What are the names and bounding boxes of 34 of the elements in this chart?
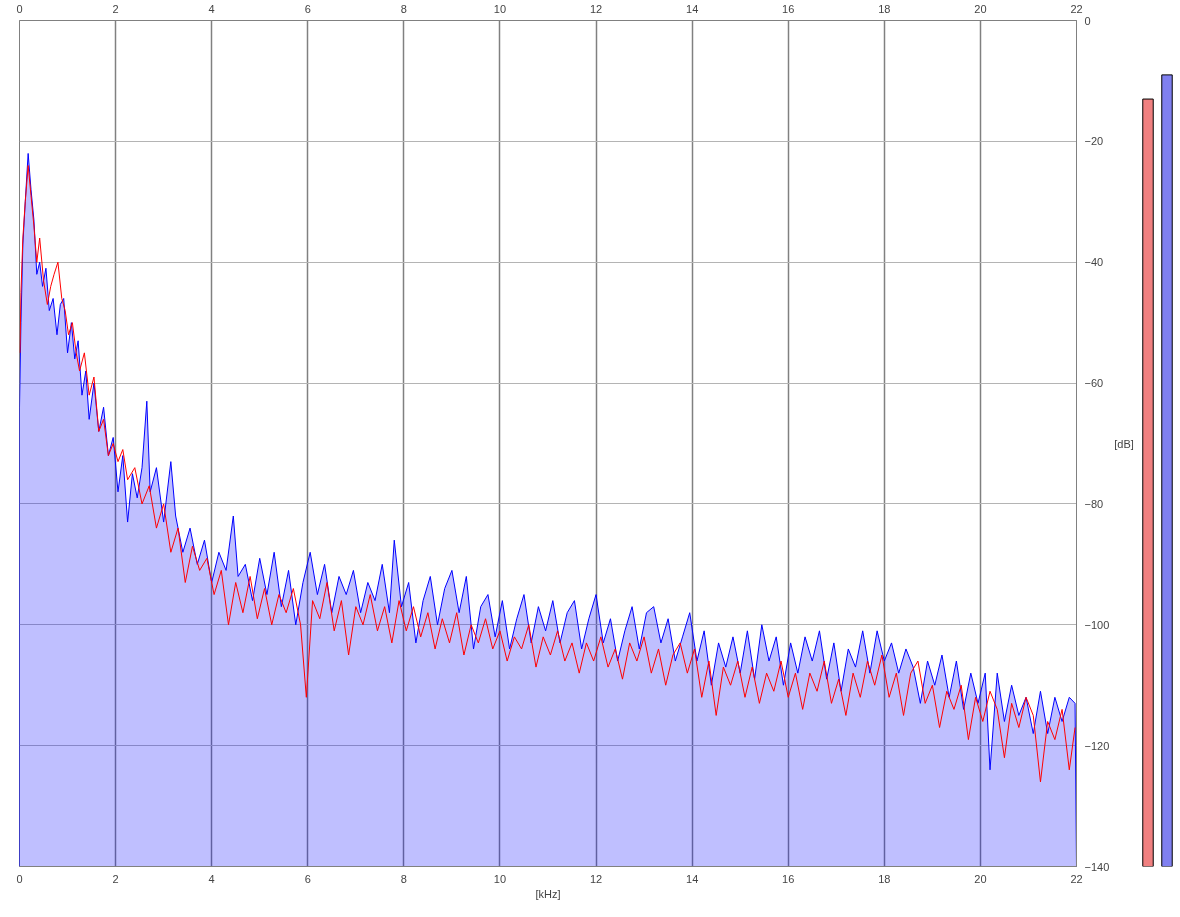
x2-tick-label: 2 bbox=[112, 872, 119, 885]
y-tick-label: −100 bbox=[1084, 618, 1110, 631]
x-tick-label: 4 bbox=[208, 2, 215, 15]
y-tick-label: 0 bbox=[1084, 14, 1091, 27]
x-tick-label: 10 bbox=[493, 2, 507, 15]
x-tick-label: 8 bbox=[400, 2, 407, 15]
y-axis-title: [dB] bbox=[1114, 437, 1134, 450]
x-tick-label: 16 bbox=[782, 2, 795, 15]
x2-tick-label: 14 bbox=[686, 872, 699, 885]
x2-tick-label: 0 bbox=[16, 872, 23, 885]
x2-tick-label: 22 bbox=[1070, 872, 1083, 885]
x-tick-label: 12 bbox=[589, 2, 603, 15]
x2-tick-label: 18 bbox=[878, 872, 891, 885]
x-tick-label: 6 bbox=[304, 2, 311, 15]
y-tick-label: −60 bbox=[1084, 377, 1104, 390]
y-tick-label: −120 bbox=[1084, 739, 1110, 752]
x2-tick-label: 16 bbox=[782, 872, 795, 885]
x2-tick-label: 4 bbox=[208, 872, 215, 885]
x2-tick-label: 10 bbox=[493, 872, 507, 885]
x2-tick-label: 6 bbox=[304, 872, 311, 885]
x2-tick-label: 12 bbox=[589, 872, 603, 885]
x-tick-label: 20 bbox=[974, 2, 987, 15]
y-tick-label: −20 bbox=[1084, 135, 1104, 148]
x-axis-title: [kHz] bbox=[535, 887, 561, 900]
y-tick-label: −80 bbox=[1084, 497, 1104, 510]
x-tick-label: 0 bbox=[16, 2, 23, 15]
x2-tick-label: 8 bbox=[400, 872, 407, 885]
y-tick-label: −40 bbox=[1084, 256, 1104, 269]
y-tick-label: −140 bbox=[1084, 860, 1110, 873]
x2-tick-label: 20 bbox=[974, 872, 987, 885]
x-tick-label: 18 bbox=[878, 2, 891, 15]
x-tick-label: 14 bbox=[686, 2, 699, 15]
x-tick-label: 2 bbox=[112, 2, 119, 15]
x-tick-label: 22 bbox=[1070, 2, 1083, 15]
